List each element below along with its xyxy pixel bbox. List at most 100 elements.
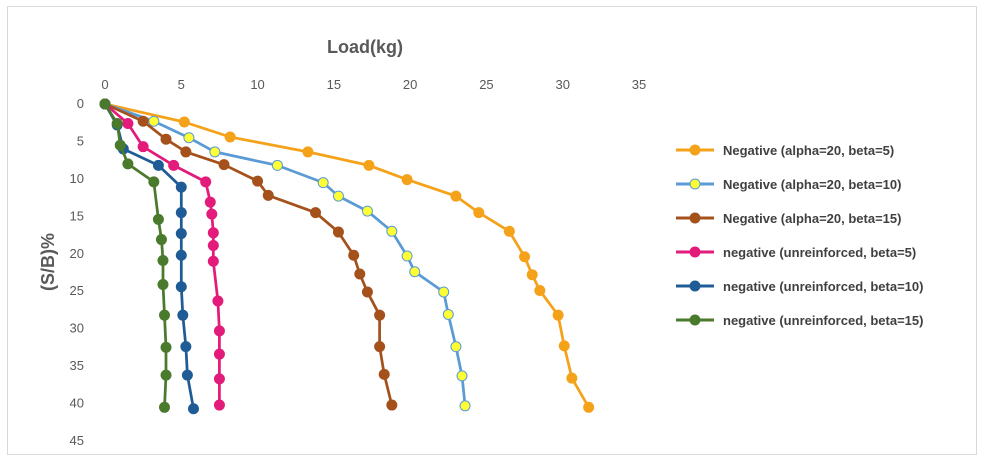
legend-marker <box>689 280 701 292</box>
data-point <box>374 341 386 353</box>
data-point <box>155 234 167 246</box>
data-point <box>152 159 164 171</box>
data-point <box>566 372 578 384</box>
line-chart: 0 5 10 15 20 25 30 35 0 5 10 15 20 25 30 35 40 45 Load(kg… <box>38 37 923 448</box>
data-point <box>148 115 160 127</box>
data-point <box>187 403 199 415</box>
data-point <box>175 181 187 193</box>
data-point <box>317 177 329 189</box>
data-point <box>175 228 187 240</box>
series-line <box>104 102 467 406</box>
data-point <box>252 175 264 187</box>
legend-item-1: Negative (alpha=20, beta=5) <box>676 143 894 158</box>
legend-label: Negative (alpha=20, beta=15) <box>723 211 901 226</box>
x-tick-label: 15 <box>327 77 341 92</box>
data-point <box>401 250 413 262</box>
data-point <box>401 174 413 186</box>
data-point <box>213 399 225 411</box>
data-point <box>122 117 134 129</box>
legend-item-6: negative (unreinforced, beta=15) <box>676 313 923 328</box>
y-axis-title: (S/B)% <box>38 233 58 291</box>
data-point <box>409 266 421 278</box>
data-point <box>218 159 230 171</box>
y-tick-label: 10 <box>70 171 84 186</box>
data-point <box>207 240 219 252</box>
series-1 <box>99 98 595 413</box>
y-tick-label: 30 <box>70 321 84 336</box>
data-point <box>159 309 171 321</box>
legend-label: Negative (alpha=20, beta=10) <box>723 177 901 192</box>
data-point <box>503 225 515 237</box>
data-point <box>160 133 172 145</box>
chart-area: 0 5 10 15 20 25 30 35 0 5 10 15 20 25 30 35 40 45 Load(kg… <box>7 6 977 455</box>
y-tick-label: 5 <box>77 133 84 148</box>
series-6 <box>99 98 172 413</box>
data-point <box>114 139 126 151</box>
data-point <box>200 176 212 188</box>
x-axis-title: Load(kg) <box>327 37 403 57</box>
data-point <box>180 146 192 158</box>
legend-marker <box>689 212 701 224</box>
data-point <box>157 278 169 290</box>
data-point <box>271 159 283 171</box>
data-point <box>348 249 360 261</box>
series-line <box>104 102 590 408</box>
legend-label: Negative (alpha=20, beta=5) <box>723 143 894 158</box>
data-point <box>111 117 123 129</box>
data-point <box>160 369 172 381</box>
data-point <box>175 207 187 219</box>
series-5 <box>99 98 199 415</box>
data-point <box>374 309 386 321</box>
data-point <box>534 284 546 296</box>
data-point <box>378 368 390 380</box>
data-point <box>213 325 225 337</box>
data-point <box>212 295 224 307</box>
legend-marker <box>689 246 701 258</box>
series-line <box>103 103 168 408</box>
data-point <box>168 159 180 171</box>
data-point <box>354 268 366 280</box>
x-tick-label: 20 <box>403 77 417 92</box>
legend-item-2: Negative (alpha=20, beta=10) <box>676 177 901 192</box>
data-point <box>519 251 531 263</box>
data-point <box>122 158 134 170</box>
data-point <box>361 286 373 298</box>
y-tick-label: 25 <box>70 283 84 298</box>
data-point <box>160 341 172 353</box>
legend-marker <box>689 144 701 156</box>
data-point <box>175 249 187 261</box>
data-point <box>450 341 462 353</box>
data-point <box>526 269 538 281</box>
data-point <box>262 189 274 201</box>
data-point <box>332 190 344 202</box>
series-line <box>104 102 394 406</box>
data-point <box>332 226 344 238</box>
data-point <box>148 176 160 188</box>
data-point <box>209 146 221 158</box>
data-point <box>206 208 218 220</box>
legend-item-4: negative (unreinforced, beta=5) <box>676 245 916 260</box>
legend-label: negative (unreinforced, beta=10) <box>723 279 923 294</box>
data-point <box>310 207 322 219</box>
legend-marker <box>689 178 701 190</box>
x-tick-label: 25 <box>479 77 493 92</box>
data-point <box>213 373 225 385</box>
data-point <box>442 308 454 320</box>
data-point <box>558 340 570 352</box>
data-point <box>99 98 111 110</box>
data-point <box>386 399 398 411</box>
data-point <box>175 281 187 293</box>
series-2 <box>99 98 471 412</box>
x-tick-label: 0 <box>101 77 108 92</box>
legend-label: negative (unreinforced, beta=15) <box>723 313 923 328</box>
plot-area: 0 5 10 15 20 25 30 35 0 5 10 15 20 25 30 35 40 45 <box>70 77 647 448</box>
data-point <box>207 227 219 239</box>
data-point <box>177 309 189 321</box>
data-point <box>213 348 225 360</box>
data-point <box>152 213 164 225</box>
x-tick-label: 35 <box>632 77 646 92</box>
x-tick-label: 10 <box>250 77 264 92</box>
data-point <box>137 141 149 153</box>
data-point <box>207 255 219 267</box>
data-point <box>157 255 169 267</box>
